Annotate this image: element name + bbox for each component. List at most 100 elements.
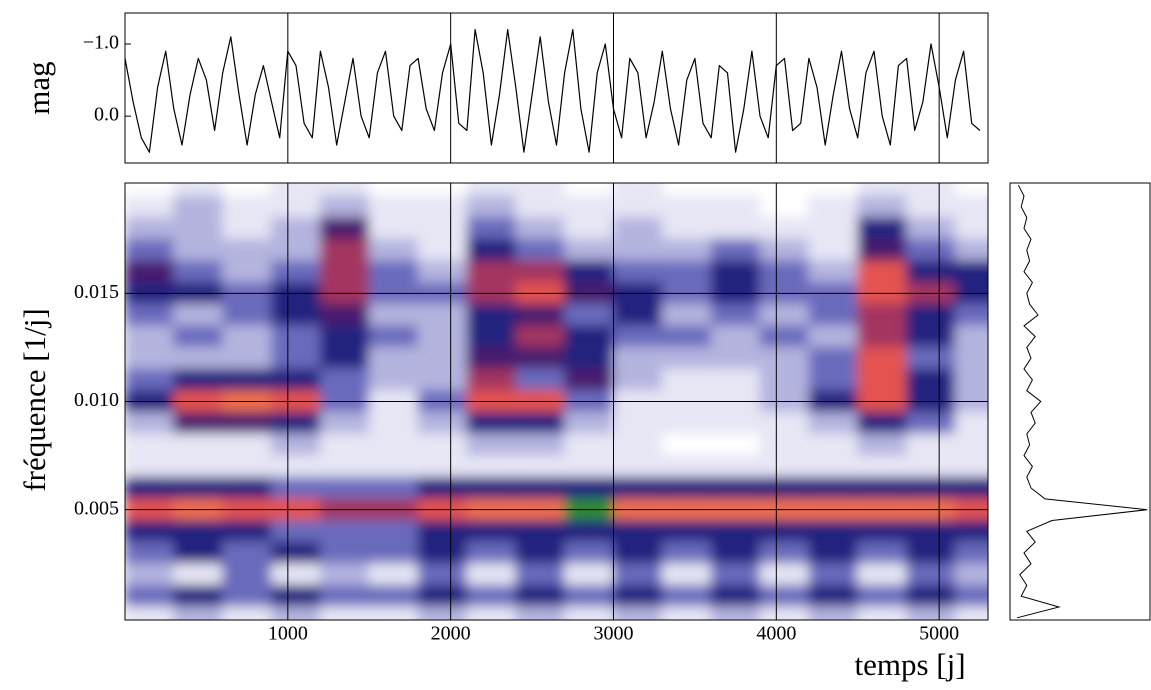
- heatmap-cell: [319, 433, 370, 457]
- heatmap-cell: [271, 368, 321, 392]
- heatmap-cell: [222, 303, 273, 327]
- heatmap-cell: [710, 541, 761, 565]
- heatmap-cell: [417, 346, 468, 370]
- heatmap-cell: [515, 195, 566, 219]
- heatmap-cell: [125, 325, 175, 348]
- heatmap-cell: [906, 195, 956, 219]
- heatmap-cell: [466, 195, 517, 219]
- x-tick-label: 1000: [268, 623, 308, 645]
- heatmap-cell: [906, 346, 956, 370]
- heatmap-cell: [661, 541, 712, 565]
- heatmap-cell: [612, 541, 663, 565]
- heatmap-cell: [564, 411, 614, 435]
- heatmap-cell: [759, 411, 810, 435]
- heatmap-cell: [173, 455, 224, 478]
- heatmap-cell: [417, 325, 468, 348]
- heatmap-cell: [222, 584, 273, 608]
- heatmap-cell: [271, 217, 321, 240]
- y-tick-label: 0.015: [74, 281, 119, 303]
- heatmap-cell: [173, 183, 224, 197]
- heatmap-cell: [271, 325, 321, 348]
- heatmap-cell: [271, 541, 321, 565]
- heatmap-cell: [661, 411, 712, 435]
- heatmap-cell: [417, 606, 468, 620]
- light-curve: [124, 29, 981, 153]
- heatmap-cell: [857, 183, 908, 197]
- heatmap-cell: [954, 303, 988, 327]
- heatmap-cell: [808, 260, 859, 284]
- heatmap-cell: [125, 455, 175, 478]
- heatmap-cell: [222, 411, 273, 435]
- heatmap-cell: [515, 541, 566, 565]
- heatmap-cell: [906, 217, 956, 240]
- x-tick-label: 4000: [756, 623, 796, 645]
- heatmap-cell: [612, 519, 663, 543]
- heatmap-cell: [906, 606, 956, 620]
- heatmap-cell: [466, 563, 517, 586]
- heatmap-cell: [954, 519, 988, 543]
- heatmap-cell: [417, 195, 468, 219]
- heatmap-cell: [661, 455, 712, 478]
- heatmap-cell: [222, 346, 273, 370]
- heatmap-cell: [612, 563, 663, 586]
- heatmap-cell: [710, 433, 761, 457]
- heatmap-cell: [125, 346, 175, 370]
- heatmap-cell: [125, 519, 175, 543]
- heatmap-cell: [466, 541, 517, 565]
- heatmap-cell: [125, 606, 175, 620]
- heatmap-cell: [222, 260, 273, 284]
- heatmap-cell: [417, 411, 468, 435]
- heatmap-cell: [906, 238, 956, 262]
- heatmap-cell: [319, 541, 370, 565]
- heatmap-cell: [564, 238, 614, 262]
- heatmap-cell: [808, 584, 859, 608]
- heatmap-cell: [759, 519, 810, 543]
- y-axis-label: mag: [21, 61, 56, 114]
- heatmap-cell: [173, 433, 224, 457]
- heatmap-cell: [271, 433, 321, 457]
- heatmap: [125, 183, 988, 620]
- heatmap-cell: [661, 584, 712, 608]
- heatmap-cell: [954, 411, 988, 435]
- heatmap-cell: [857, 260, 908, 284]
- heatmap-cell: [466, 303, 517, 327]
- heatmap-cell: [319, 563, 370, 586]
- heatmap-cell: [564, 368, 614, 392]
- heatmap-cell: [173, 563, 224, 586]
- heatmap-cell: [319, 303, 370, 327]
- heatmap-cell: [466, 455, 517, 478]
- heatmap-cell: [710, 519, 761, 543]
- heatmap-cell: [857, 346, 908, 370]
- heatmap-cell: [173, 368, 224, 392]
- heatmap-cell: [954, 433, 988, 457]
- heatmap-cell: [564, 584, 614, 608]
- heatmap-cell: [954, 238, 988, 262]
- heatmap-cell: [612, 238, 663, 262]
- heatmap-cell: [271, 183, 321, 197]
- heatmap-cell: [954, 260, 988, 284]
- heatmap-cell: [954, 455, 988, 478]
- heatmap-cell: [271, 606, 321, 620]
- heatmap-cell: [564, 183, 614, 197]
- heatmap-cell: [710, 476, 761, 500]
- heatmap-cell: [710, 260, 761, 284]
- heatmap-cell: [222, 606, 273, 620]
- heatmap-cell: [954, 346, 988, 370]
- heatmap-cell: [564, 217, 614, 240]
- heatmap-cell: [222, 563, 273, 586]
- heatmap-cell: [319, 183, 370, 197]
- heatmap-cell: [759, 260, 810, 284]
- heatmap-cell: [173, 411, 224, 435]
- heatmap-cell: [125, 195, 175, 219]
- heatmap-cell: [515, 346, 566, 370]
- heatmap-cell: [661, 183, 712, 197]
- heatmap-cell: [808, 183, 859, 197]
- heatmap-cell: [515, 238, 566, 262]
- heatmap-cell: [857, 238, 908, 262]
- heatmap-cell: [710, 346, 761, 370]
- heatmap-cell: [466, 217, 517, 240]
- heatmap-cell: [564, 541, 614, 565]
- heatmap-cell: [759, 303, 810, 327]
- y-tick-label: 0.010: [74, 389, 119, 411]
- heatmap-cell: [759, 455, 810, 478]
